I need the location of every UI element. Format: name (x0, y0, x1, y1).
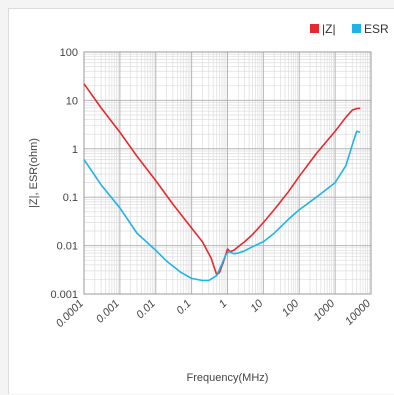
y-tick-label: 10 (66, 95, 78, 107)
legend: |Z| ESR (310, 22, 389, 36)
chart-panel: 0.001 0.01 0.1 1 10 100 0.0001 0.001 0.01 0.1 1 10 1… (8, 8, 394, 394)
x-axis-label: Frequency(MHz) (187, 372, 269, 384)
legend-swatch-z (310, 24, 319, 33)
x-tick-label: 0.01 (134, 298, 158, 322)
y-tick-label: 100 (60, 47, 78, 59)
x-tick-label: 1 (217, 298, 230, 311)
series-line-esr (83, 130, 361, 282)
y-tick-label: 0.001 (50, 289, 78, 301)
x-tick-label: 0.001 (94, 298, 122, 326)
x-tick-label: 10000 (343, 297, 374, 328)
major-grid (83, 51, 372, 295)
legend-label-z: |Z| (322, 22, 336, 36)
series-line-z (83, 83, 361, 276)
x-tick-label: 100 (280, 297, 302, 319)
series-layer (83, 83, 361, 282)
plot-frame (83, 51, 372, 295)
legend-swatch-esr (352, 24, 361, 33)
y-tick-label: 1 (72, 144, 78, 156)
y-tick-label: 0.1 (63, 192, 78, 204)
y-axis-label: |Z|, ESR(ohm) (28, 138, 40, 208)
x-tick-label: 10 (248, 297, 266, 315)
x-tick-label: 1000 (311, 297, 337, 323)
y-tick-label: 0.01 (57, 241, 78, 253)
x-tick-label: 0.1 (174, 298, 193, 317)
x-tick-label: 0.0001 (54, 298, 86, 330)
legend-label-esr: ESR (364, 22, 389, 36)
